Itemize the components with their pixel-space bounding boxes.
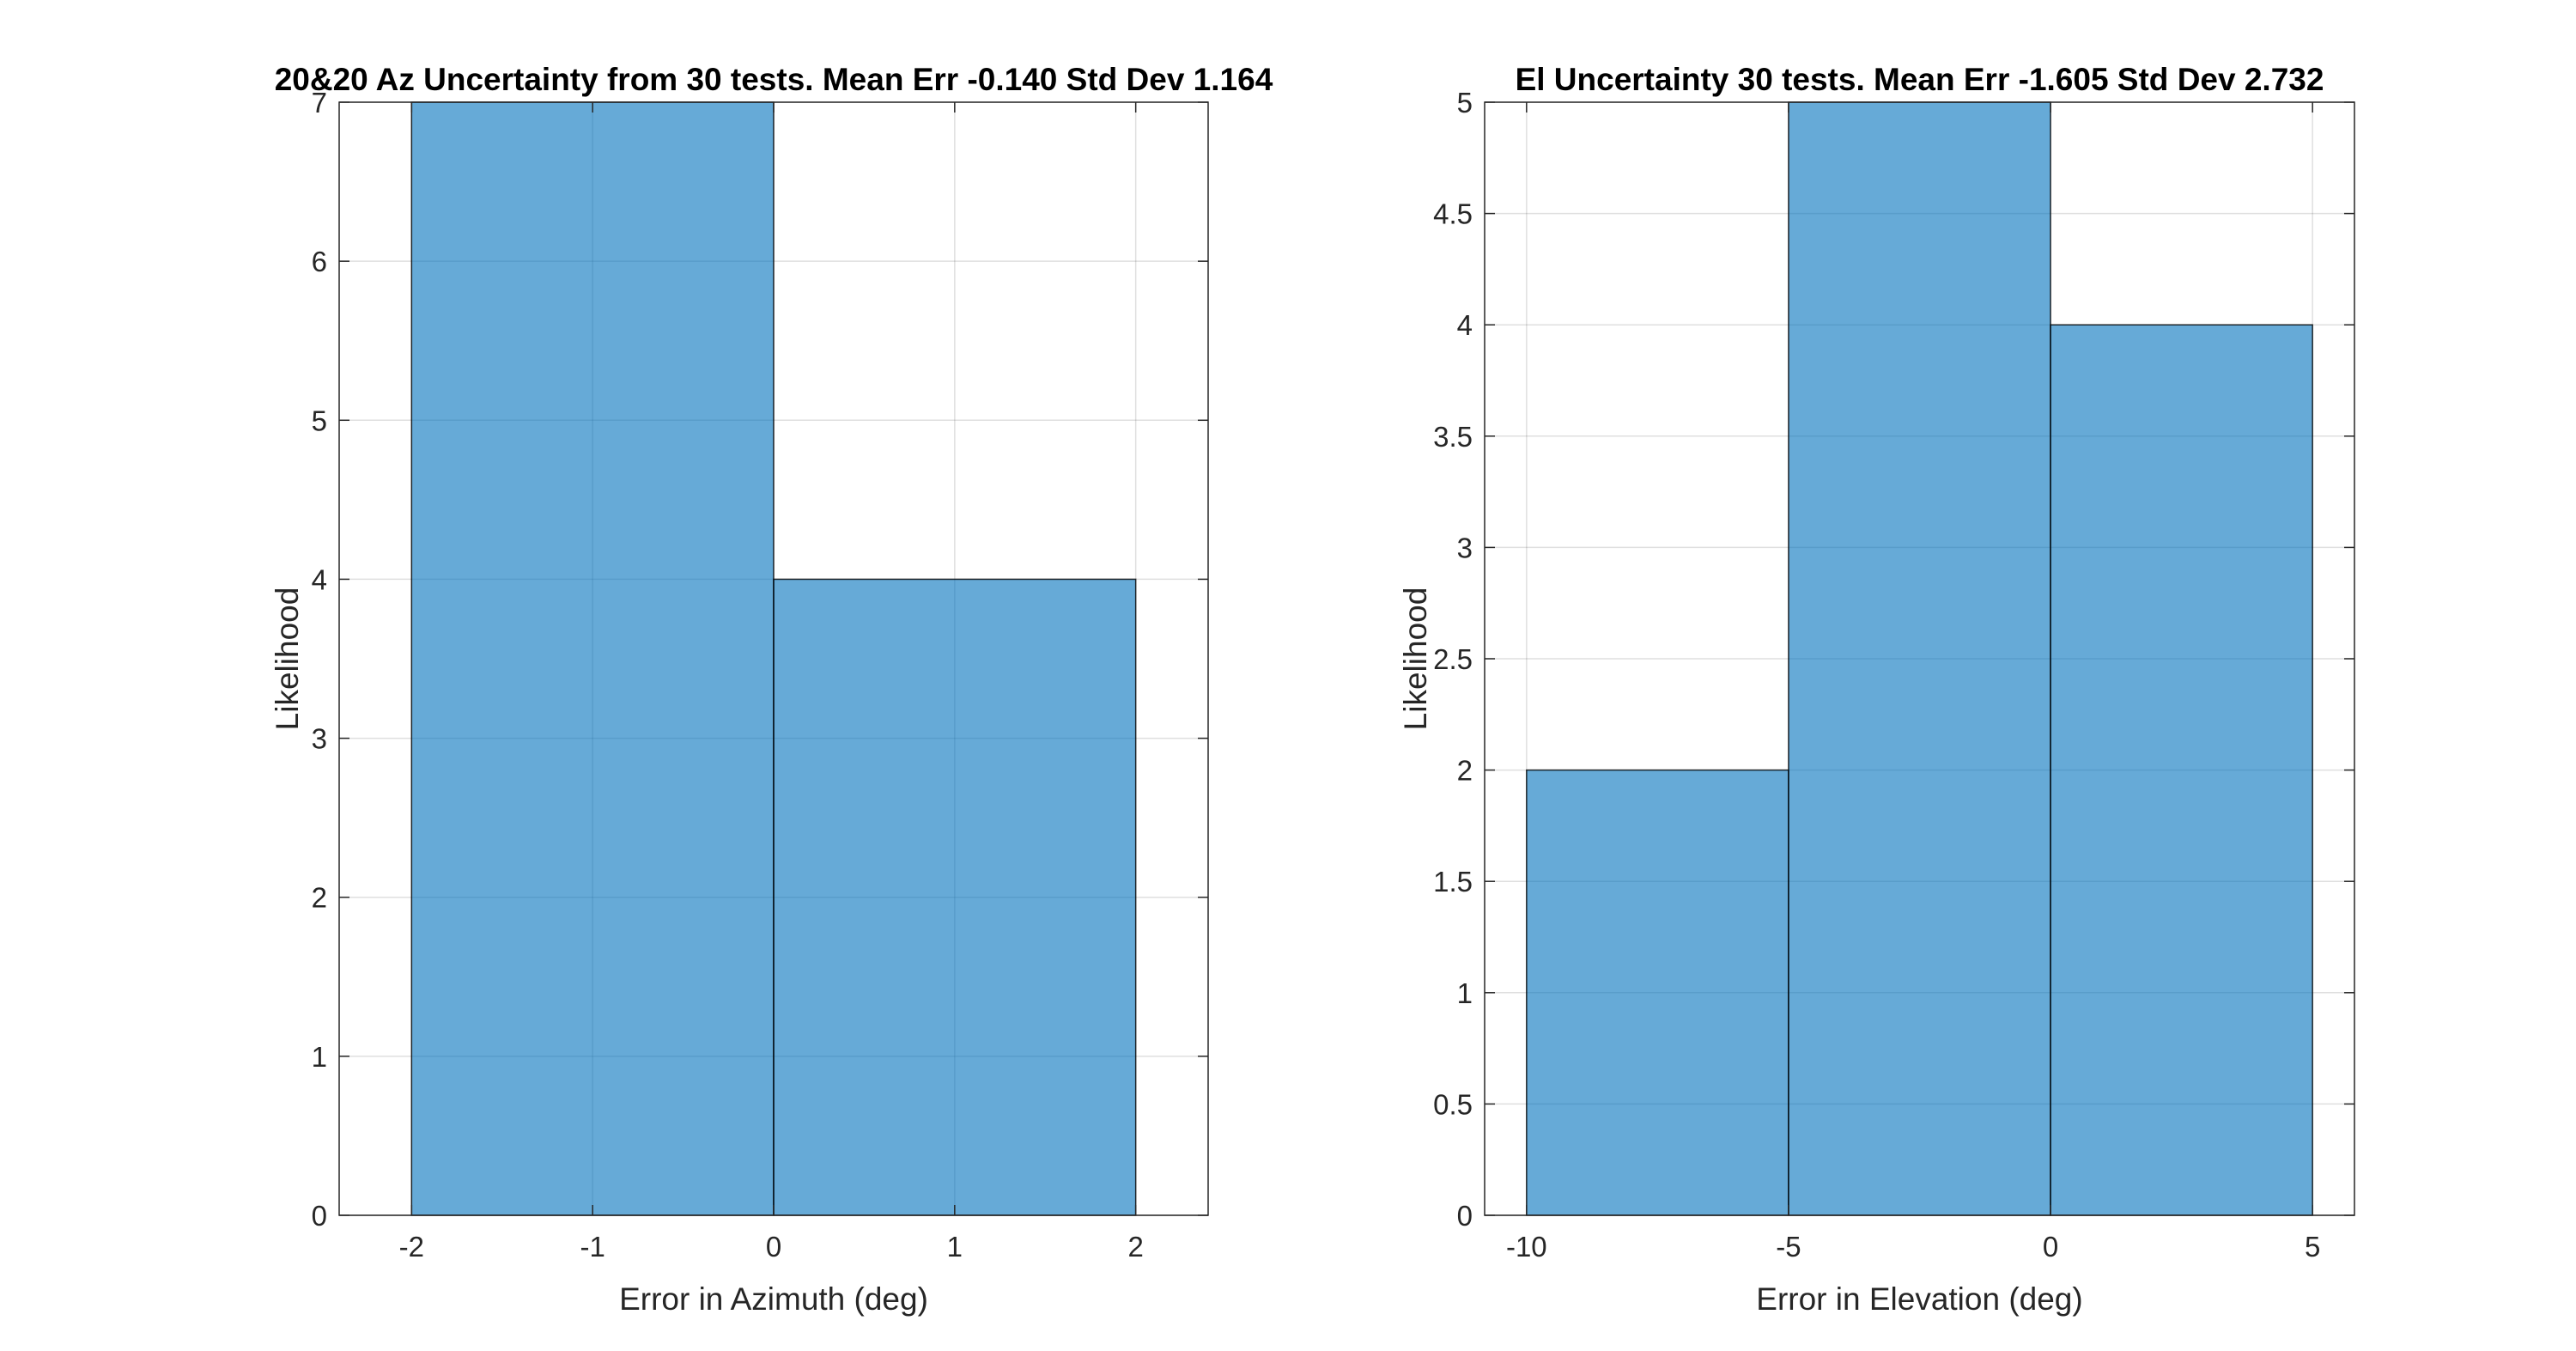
x-tick-label: -10 [1506,1231,1547,1263]
y-tick-label: 0 [312,1200,327,1232]
chart-title: El Uncertainty 30 tests. Mean Err -1.605… [1516,62,2324,97]
histogram-bar [2050,324,2313,1216]
y-tick-label: 4 [1457,309,1473,341]
x-tick-label: 1 [947,1231,963,1263]
x-axis-label: Error in Elevation (deg) [1756,1281,2082,1317]
histogram-bar [1526,769,1789,1216]
x-tick-label: 0 [2043,1231,2058,1263]
histogram-bar [773,578,1137,1216]
y-tick-label: 5 [1457,87,1473,119]
y-tick-label: 2.5 [1433,643,1473,675]
y-tick-label: 4.5 [1433,198,1473,230]
x-tick-label: 0 [766,1231,781,1263]
y-tick-label: 2 [312,882,327,914]
y-tick-label: 6 [312,246,327,277]
y-tick-label: 7 [312,87,327,119]
y-tick-label: 1 [1457,977,1473,1009]
y-tick-label: 5 [312,405,327,436]
x-tick-label: -2 [399,1231,424,1263]
y-tick-label: 2 [1457,755,1473,787]
x-tick-label: 5 [2305,1231,2320,1263]
y-tick-label: 3.5 [1433,421,1473,453]
x-tick-label: 2 [1127,1231,1143,1263]
y-tick-label: 1 [312,1041,327,1073]
y-tick-label: 0 [1457,1200,1473,1232]
x-tick-label: -1 [580,1231,605,1263]
y-tick-label: 0.5 [1433,1088,1473,1120]
elevation-histogram: -10 -5 0 5 0 0.5 1 1.5 2 2.5 3 3.5 4 4.5 5 El Uncertain… [1398,62,2355,1317]
histogram-bar [410,101,775,1216]
y-tick-label: 4 [312,563,327,595]
azimuth-histogram: -2 -1 0 1 2 0 1 2 3 4 5 6 720&20 Az Uncertainty from… [270,62,1273,1317]
chart-title: 20&20 Az Uncertainty from 30 tests. Mean… [275,62,1273,97]
x-tick-label: -5 [1776,1231,1801,1263]
y-axis-label: Likelihood [270,587,305,731]
y-tick-label: 3 [312,723,327,755]
y-tick-label: 3 [1457,532,1473,563]
histogram-bar [1788,101,2051,1216]
y-axis-label: Likelihood [1398,587,1433,731]
y-tick-label: 1.5 [1433,866,1473,898]
x-axis-label: Error in Azimuth (deg) [619,1281,928,1317]
